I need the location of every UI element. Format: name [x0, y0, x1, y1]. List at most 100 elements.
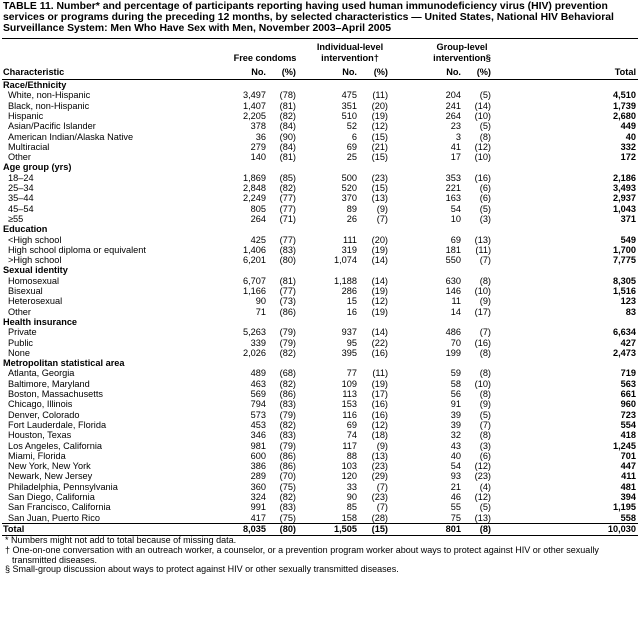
- cell: 1,869: [243, 172, 266, 183]
- row-label: Newark, New Jersey: [8, 471, 93, 482]
- cell: 500: [341, 172, 357, 183]
- cell: (5): [479, 502, 491, 513]
- cell: (12): [474, 492, 491, 502]
- footnote: † One-on-one conversation with an outrea…: [5, 545, 599, 565]
- cell: 40: [450, 450, 461, 461]
- footnote: * Numbers might not add to total because…: [5, 535, 237, 546]
- cell: 89: [346, 203, 357, 214]
- cell: 549: [620, 234, 636, 245]
- cell: (81): [279, 275, 296, 286]
- cell: 32: [450, 430, 461, 441]
- footnote: § Small-group discussion about ways to p…: [5, 564, 399, 575]
- cell: (21): [371, 141, 388, 152]
- cell: 563: [620, 378, 636, 389]
- cell: (14): [371, 327, 388, 338]
- cell: 58: [450, 378, 461, 389]
- cell: 554: [620, 419, 636, 430]
- cell: (23): [371, 461, 388, 472]
- cell: (86): [279, 389, 296, 399]
- cell: 2,680: [613, 110, 636, 121]
- row-label: Black, non-Hispanic: [8, 100, 90, 111]
- row-label: Miami, Florida: [8, 450, 66, 461]
- cell: (16): [371, 347, 388, 358]
- cell: (8): [479, 347, 491, 358]
- cell: (3): [479, 213, 491, 224]
- row-label: San Francisco, California: [8, 502, 111, 513]
- cell: 116: [342, 409, 357, 420]
- cell: 181: [445, 244, 461, 255]
- cell: 520: [341, 183, 357, 193]
- column-group: Individual-level intervention†: [316, 42, 384, 63]
- cell: (7): [479, 419, 491, 430]
- cell: (10): [474, 152, 491, 163]
- cell: 370: [341, 193, 357, 204]
- cell: 573: [250, 409, 266, 420]
- cell: 3,497: [243, 90, 266, 101]
- row-label: ≥55: [8, 213, 24, 224]
- cell: (75): [279, 512, 296, 523]
- cell: 39: [450, 419, 461, 430]
- cell: (9): [479, 296, 491, 307]
- cell: (11): [372, 368, 388, 379]
- cell: (29): [371, 471, 388, 482]
- cell: 70: [450, 337, 461, 348]
- cell: 1,407: [243, 100, 266, 111]
- section-label: Health insurance: [3, 316, 78, 327]
- cell: (77): [279, 203, 296, 214]
- cell: 386: [250, 461, 266, 472]
- row-label: American Indian/Alaska Native: [8, 131, 134, 142]
- row-label: 45–54: [8, 203, 34, 214]
- cell: (18): [371, 430, 388, 441]
- cell: 353: [445, 172, 461, 183]
- cell: 25: [346, 152, 357, 163]
- cell: (68): [279, 368, 296, 379]
- row-label: Total: [3, 523, 25, 534]
- cell: (8): [479, 368, 491, 379]
- cell: 378: [250, 121, 266, 132]
- cell: 937: [341, 327, 357, 338]
- cell: (12): [371, 121, 388, 132]
- cell: 701: [620, 450, 636, 461]
- cell: 425: [250, 234, 266, 245]
- cell: (77): [279, 286, 296, 296]
- cell: (79): [279, 440, 296, 451]
- cell: (20): [371, 234, 388, 245]
- cell: (83): [279, 244, 296, 255]
- cell: 163: [445, 193, 461, 204]
- cell: (16): [474, 172, 491, 183]
- cell: 289: [250, 471, 266, 482]
- cell: (13): [474, 234, 491, 245]
- cell: (7): [479, 327, 491, 338]
- cell: 8,305: [613, 275, 636, 286]
- cell: (15): [371, 523, 388, 534]
- cell: 90: [346, 492, 357, 502]
- cell: (9): [479, 399, 491, 410]
- row-label: Other: [8, 306, 31, 317]
- cell: (7): [376, 481, 388, 492]
- cell: 2,473: [613, 347, 636, 358]
- cell: 109: [341, 378, 357, 389]
- cell: 153: [341, 399, 357, 410]
- section-label: Race/Ethnicity: [3, 80, 67, 90]
- row-label: >High school: [8, 255, 62, 266]
- rule: [2, 38, 638, 39]
- cell: 332: [620, 141, 636, 152]
- cell: 1,739: [613, 100, 636, 111]
- rule: [2, 534, 638, 536]
- table-title: TABLE 11. Number* and percentage of part…: [3, 1, 614, 34]
- cell: 630: [445, 275, 461, 286]
- cell: (5): [479, 90, 491, 101]
- cell: (14): [371, 275, 388, 286]
- cell: (7): [376, 213, 388, 224]
- cell: 90: [255, 296, 266, 307]
- cell: (8): [479, 523, 491, 534]
- cell: 394: [620, 492, 636, 502]
- cell: 550: [445, 255, 461, 266]
- cell: 23: [450, 121, 461, 132]
- cell: (81): [279, 152, 296, 163]
- cell: No.: [251, 67, 266, 77]
- cell: (9): [376, 440, 388, 451]
- cell: 801: [445, 523, 461, 534]
- cell: (%): [373, 67, 388, 77]
- cell: (17): [371, 389, 388, 399]
